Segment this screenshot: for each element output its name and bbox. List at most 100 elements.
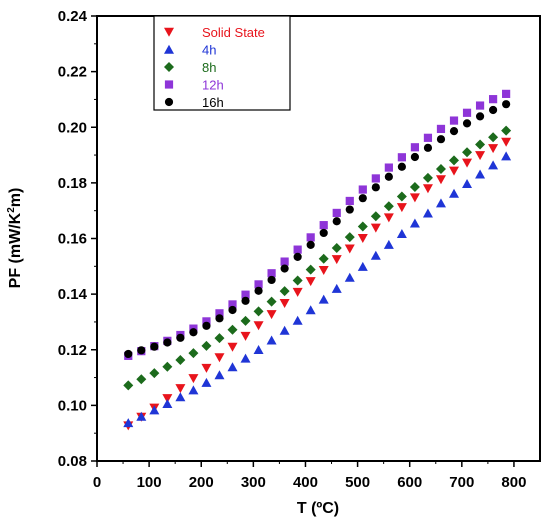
- data-point: [370, 250, 381, 260]
- data-point: [423, 133, 433, 142]
- data-point: [241, 296, 250, 305]
- data-point: [227, 324, 238, 335]
- data-point: [292, 287, 303, 297]
- data-point: [436, 124, 446, 134]
- data-point: [397, 153, 406, 162]
- data-point: [410, 152, 420, 162]
- x-tick-label: 100: [137, 474, 162, 491]
- data-point: [384, 163, 393, 172]
- y-axis: 0.08 0.10 0.12 0.14 0.16 0.18 0.20 0.22 0.24: [58, 8, 97, 470]
- series-triangle-down: [123, 137, 512, 431]
- y-axis-title-tail: m): [7, 188, 24, 208]
- data-point: [280, 264, 289, 273]
- data-point: [488, 95, 498, 104]
- data-point: [357, 221, 368, 232]
- data-point: [449, 127, 459, 136]
- legend-marker: [164, 44, 174, 54]
- legend-label: 4h: [202, 43, 216, 58]
- data-point: [422, 208, 433, 218]
- data-point: [215, 314, 224, 323]
- data-point: [280, 257, 289, 266]
- x-tick-label: 700: [449, 474, 474, 491]
- data-point: [435, 198, 446, 208]
- data-point: [357, 233, 368, 243]
- y-tick-label: 0.16: [58, 231, 87, 248]
- data-point: [462, 178, 473, 188]
- data-point: [331, 255, 342, 265]
- data-point: [462, 108, 472, 117]
- data-point: [136, 411, 147, 421]
- data-point: [318, 265, 329, 275]
- data-point: [436, 135, 446, 144]
- data-point: [462, 158, 473, 168]
- data-point: [214, 333, 225, 344]
- data-point: [475, 112, 485, 121]
- data-point: [202, 317, 211, 326]
- data-point: [123, 418, 134, 428]
- data-point: [292, 275, 303, 286]
- data-point: [488, 160, 499, 170]
- data-point: [319, 228, 328, 238]
- data-point: [502, 89, 511, 98]
- y-tick-label: 0.10: [58, 397, 87, 414]
- data-point: [462, 147, 473, 158]
- data-point: [253, 306, 264, 317]
- data-point: [240, 353, 251, 363]
- data-point: [345, 205, 354, 214]
- data-point: [475, 139, 486, 150]
- data-point: [266, 296, 277, 307]
- data-point: [318, 253, 329, 264]
- legend-marker: [164, 97, 174, 107]
- legend-box: [153, 15, 291, 111]
- data-point: [370, 223, 381, 233]
- data-point: [331, 242, 342, 253]
- y-tick-label: 0.18: [58, 175, 87, 192]
- data-point: [344, 244, 355, 254]
- data-point: [409, 218, 420, 228]
- data-point: [501, 151, 512, 161]
- data-point: [292, 315, 303, 325]
- data-point: [383, 201, 394, 212]
- data-point: [188, 374, 199, 384]
- x-tick-label: 500: [345, 474, 370, 491]
- data-point: [383, 213, 394, 223]
- data-point: [201, 363, 212, 373]
- data-point: [397, 162, 406, 171]
- data-point: [344, 232, 355, 243]
- legend-marker: [164, 80, 174, 89]
- data-point: [175, 355, 186, 366]
- data-point: [331, 283, 342, 293]
- data-point: [435, 163, 446, 174]
- data-point: [475, 169, 486, 179]
- data-point: [502, 100, 511, 109]
- data-point: [435, 175, 446, 185]
- y-tick-label: 0.22: [58, 64, 87, 81]
- data-point: [449, 116, 459, 125]
- data-point: [358, 194, 367, 203]
- data-point: [214, 370, 225, 380]
- data-point: [383, 239, 394, 249]
- x-axis-title: T (ºC): [297, 500, 339, 517]
- data-point: [228, 305, 237, 315]
- data-point: [136, 374, 147, 385]
- data-point: [201, 340, 212, 351]
- data-point: [253, 321, 264, 331]
- data-point: [175, 392, 186, 402]
- data-point: [228, 300, 237, 309]
- data-point: [305, 264, 316, 275]
- data-point: [396, 203, 407, 213]
- data-point: [306, 240, 315, 249]
- data-point: [370, 211, 381, 222]
- data-point: [176, 333, 185, 342]
- series-diamond: [123, 125, 512, 391]
- data-point: [267, 269, 276, 278]
- series-circle: [124, 100, 511, 359]
- legend: Solid State 4h 8h 12h 16h: [153, 15, 291, 111]
- legend-label: 8h: [202, 60, 216, 75]
- data-point: [150, 342, 159, 351]
- data-point: [293, 252, 302, 261]
- data-point: [266, 335, 277, 345]
- data-point: [279, 325, 290, 335]
- data-point: [384, 172, 393, 181]
- data-point: [305, 305, 316, 315]
